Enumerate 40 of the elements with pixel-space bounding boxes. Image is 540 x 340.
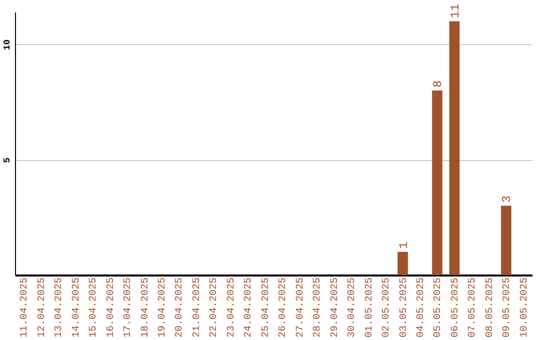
bar — [398, 252, 408, 275]
x-tick-label: 25.04.2025 — [260, 278, 272, 338]
x-tick-label: 02.05.2025 — [382, 278, 393, 338]
x-tick-label: 06.05.2025 — [450, 278, 462, 338]
x-tick-label: 07.05.2025 — [468, 278, 479, 338]
x-tick-label: 04.05.2025 — [416, 278, 427, 338]
x-tick-label: 29.04.2025 — [330, 278, 341, 338]
x-tick-label: 09.05.2025 — [502, 278, 514, 338]
x-tick-label: 20.04.2025 — [174, 278, 186, 338]
x-tick-label: 13.04.2025 — [54, 278, 66, 338]
x-tick-label: 05.05.2025 — [433, 278, 444, 338]
bar — [432, 90, 442, 275]
x-tick-label: 17.04.2025 — [123, 278, 134, 338]
x-tick-label: 19.04.2025 — [157, 278, 168, 338]
x-tick-label: 12.04.2025 — [36, 278, 48, 338]
data-label: 1 — [396, 242, 411, 249]
bar — [500, 206, 512, 275]
x-tick-label: 14.04.2025 — [71, 278, 82, 338]
x-tick-label: 08.05.2025 — [484, 278, 496, 338]
data-label: 8 — [431, 80, 446, 88]
x-tick-label: 03.05.2025 — [398, 278, 410, 338]
x-tick-label: 10.05.2025 — [519, 278, 530, 338]
bar — [449, 21, 460, 275]
y-tick-label: 10 — [2, 39, 12, 50]
x-tick-label: 11.04.2025 — [20, 278, 31, 338]
x-tick-label: 30.04.2025 — [347, 278, 358, 338]
x-tick-label: 28.04.2025 — [312, 278, 324, 338]
x-tick-label: 15.04.2025 — [88, 278, 100, 338]
x-tick-label: 01.05.2025 — [364, 278, 376, 338]
data-label: 3 — [500, 196, 514, 203]
x-tick-label: 16.04.2025 — [106, 278, 117, 338]
x-tick-label: 27.04.2025 — [295, 278, 306, 338]
x-tick-label: 23.04.2025 — [226, 278, 238, 338]
x-tick-label: 22.04.2025 — [209, 278, 220, 338]
x-tick-label: 26.04.2025 — [278, 278, 290, 338]
x-tick-label: 24.04.2025 — [244, 278, 255, 338]
x-tick-label: 21.04.2025 — [192, 278, 203, 338]
y-tick-label: 5 — [2, 157, 12, 163]
data-label: 11 — [448, 4, 462, 18]
x-tick-label: 18.04.2025 — [140, 278, 152, 338]
